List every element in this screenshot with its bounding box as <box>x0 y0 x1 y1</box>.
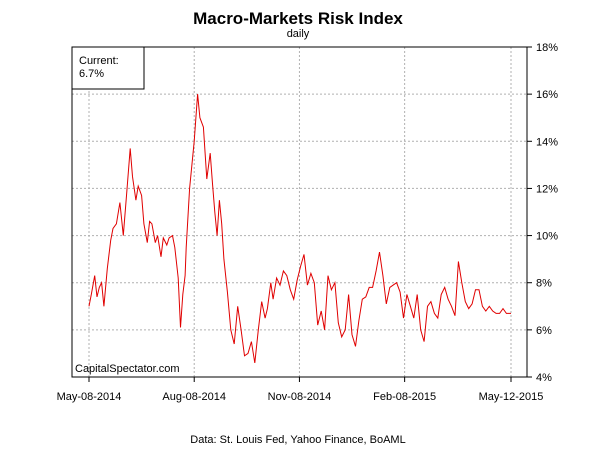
y-tick-label: 14% <box>536 136 558 148</box>
x-tick-label: May-12-2015 <box>479 391 544 403</box>
data-source-text: Data: St. Louis Fed, Yahoo Finance, BoAM… <box>190 434 405 446</box>
y-tick-label: 4% <box>536 372 552 384</box>
x-tick-label: Feb-08-2015 <box>373 391 436 403</box>
legend-label: Current: <box>79 55 119 67</box>
legend-box: Current: 6.7% <box>71 46 145 90</box>
y-tick-label: 18% <box>536 42 558 54</box>
y-tick-label: 16% <box>536 89 558 101</box>
gridlines <box>72 47 527 377</box>
x-tick-label: May-08-2014 <box>57 391 122 403</box>
risk-index-line <box>88 94 511 363</box>
x-tick-label: Aug-08-2014 <box>162 391 226 403</box>
y-tick-label: 12% <box>536 183 558 195</box>
y-tick-label: 8% <box>536 278 552 290</box>
y-tick-label: 6% <box>536 325 552 337</box>
chart-subtitle: daily <box>287 28 310 40</box>
legend-frame <box>71 46 145 90</box>
y-tick-label: 10% <box>536 231 558 243</box>
x-tick-label: Nov-08-2014 <box>268 391 332 403</box>
chart-title: Macro-Markets Risk Index <box>193 9 403 28</box>
y-axis: 4% 6% 8% 10% 12% 14% 16% 18% <box>527 42 558 384</box>
legend-value: 6.7% <box>79 68 104 80</box>
x-axis: May-08-2014 Aug-08-2014 Nov-08-2014 Feb-08-… <box>57 377 544 403</box>
watermark-text: CapitalSpectator.com <box>75 363 180 375</box>
